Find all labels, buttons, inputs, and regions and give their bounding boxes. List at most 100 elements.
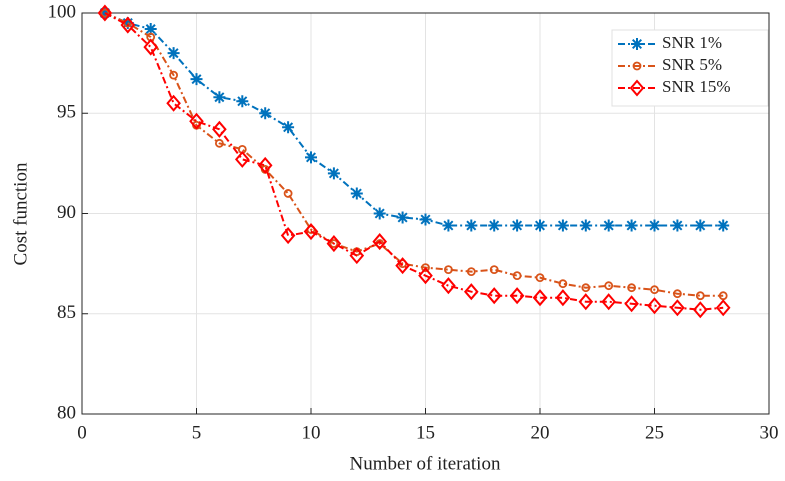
y-tick-label: 90: [57, 202, 76, 223]
series-line: [104, 12, 724, 297]
marker: [488, 219, 501, 232]
marker: [717, 219, 730, 232]
marker: [190, 73, 203, 86]
marker: [372, 233, 388, 251]
marker: [259, 107, 272, 120]
marker: [326, 235, 342, 253]
marker: [395, 257, 410, 275]
y-axis-label: Cost function: [10, 162, 31, 265]
legend-marker: [629, 79, 645, 97]
marker: [465, 219, 478, 232]
plot-frame: [81, 12, 770, 415]
marker: [443, 265, 453, 275]
legend-marker: [632, 61, 642, 71]
marker: [601, 293, 617, 311]
legend-label: SNR 5%: [662, 55, 722, 74]
x-tick-label: 5: [192, 422, 202, 443]
legend-label: SNR 15%: [662, 77, 730, 96]
marker: [466, 267, 476, 277]
marker: [418, 267, 433, 285]
marker: [604, 281, 614, 291]
marker: [532, 289, 548, 307]
marker: [419, 213, 432, 226]
marker: [396, 211, 409, 224]
marker: [143, 38, 159, 56]
x-tick-label: 20: [531, 422, 550, 443]
x-axis-label: Number of iteration: [350, 453, 501, 474]
legend-marker: [631, 38, 643, 50]
marker: [167, 47, 180, 60]
y-tick-label: 85: [57, 302, 76, 323]
marker: [558, 279, 568, 289]
marker: [579, 219, 592, 232]
marker: [257, 156, 273, 174]
marker: [350, 187, 363, 200]
marker: [189, 112, 204, 130]
marker: [673, 289, 682, 299]
marker: [100, 8, 110, 18]
marker: [511, 219, 524, 232]
marker: [581, 283, 591, 293]
marker: [441, 277, 456, 295]
marker: [556, 219, 569, 232]
series-line: [104, 12, 724, 311]
marker: [166, 94, 181, 112]
marker: [671, 219, 684, 232]
x-tick-label: 0: [77, 422, 87, 443]
marker: [327, 167, 340, 180]
marker: [212, 120, 227, 138]
legend-label: SNR 1%: [662, 33, 722, 52]
marker: [169, 70, 179, 80]
marker: [670, 299, 685, 317]
marker: [213, 91, 226, 104]
marker: [648, 219, 661, 232]
marker: [236, 95, 249, 108]
marker: [97, 4, 113, 22]
marker: [555, 289, 571, 307]
series-line: [104, 12, 724, 227]
marker: [120, 16, 136, 34]
marker: [692, 301, 708, 319]
marker: [280, 227, 296, 245]
marker: [373, 207, 386, 220]
marker: [463, 283, 479, 301]
marker: [305, 151, 317, 164]
x-tick-label: 25: [645, 422, 664, 443]
marker: [489, 265, 499, 275]
y-tick-label: 95: [57, 102, 76, 123]
x-tick-label: 10: [302, 422, 321, 443]
marker: [602, 219, 615, 232]
marker: [234, 150, 250, 168]
marker: [329, 239, 339, 248]
x-tick-label: 15: [416, 422, 435, 443]
marker: [625, 219, 638, 232]
x-tick-label: 30: [760, 422, 779, 443]
marker: [694, 219, 707, 232]
marker: [578, 293, 594, 311]
marker: [650, 285, 659, 295]
marker: [282, 121, 295, 134]
marker: [144, 23, 157, 36]
marker: [283, 189, 293, 198]
marker: [421, 263, 430, 273]
marker: [624, 295, 639, 313]
marker: [715, 299, 731, 317]
marker: [486, 287, 502, 305]
y-tick-label: 80: [57, 402, 76, 423]
marker: [349, 247, 365, 265]
y-tick-label: 100: [48, 1, 77, 22]
marker: [442, 219, 455, 232]
legend: SNR 1% SNR 5% SNR 15%: [611, 29, 769, 107]
marker: [214, 138, 224, 148]
marker: [647, 297, 662, 315]
marker: [121, 17, 134, 30]
marker: [695, 291, 705, 301]
marker: [627, 283, 636, 293]
marker: [303, 223, 319, 241]
marker: [509, 287, 525, 305]
marker: [534, 219, 546, 232]
marker: [535, 273, 545, 283]
marker: [512, 271, 522, 281]
